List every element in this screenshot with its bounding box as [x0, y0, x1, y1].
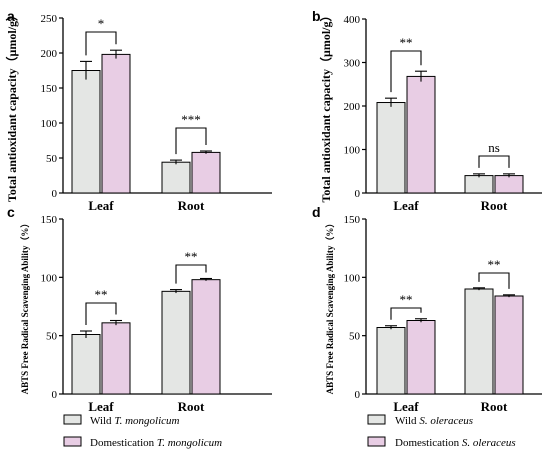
panel-letter-c: c: [7, 204, 15, 220]
legend-label-domestication: Domestication T. mongolicum: [90, 437, 222, 449]
x-category-label: Root: [481, 399, 508, 414]
x-category-label: Leaf: [393, 198, 419, 213]
x-category-label: Leaf: [88, 399, 114, 414]
y-tick-label: 400: [344, 14, 361, 26]
legend-label-wild-species: S. oleraceus: [419, 415, 473, 427]
significance-label: *: [98, 16, 105, 31]
bar-leaf-domestication: [406, 320, 436, 395]
bar-root-wild: [161, 290, 191, 395]
legend-swatch-domestication: [63, 436, 82, 447]
bar-leaf-domestication: [406, 75, 436, 194]
chart-panel-b: 0 100 200 300 400 Total antioxidant capacity（…: [318, 9, 542, 213]
significance-label: ***: [181, 112, 201, 127]
y-tick-label: 50: [349, 331, 361, 343]
y-tick-label: 150: [41, 214, 58, 226]
legend-label-domestication-species: T. mongolicum: [157, 437, 222, 449]
x-category-label: Root: [481, 198, 508, 213]
y-axis-label: ABTS Free Radical Scavenging Ability（%）: [20, 219, 30, 395]
x-category-label: Leaf: [393, 399, 419, 414]
legend-label-wild: Wild T. mongolicum: [90, 415, 180, 427]
legend-swatch-wild: [367, 414, 386, 425]
legend-label-domestication-prefix: Domestication: [90, 437, 157, 449]
y-tick-label: 250: [41, 13, 58, 25]
y-axis-label: Total antioxidant capacity（μmol/g）: [318, 9, 333, 202]
legend-swatch-domestication: [367, 436, 386, 447]
bar-leaf-wild: [376, 102, 406, 194]
bar-root-wild: [464, 175, 494, 194]
y-tick-label: 0: [52, 389, 58, 401]
panel-letter-d: d: [312, 204, 321, 220]
significance-bracket: [478, 155, 510, 168]
significance-label: **: [488, 257, 501, 272]
y-axis-label: Total antioxidant capacity（μmol/g）: [4, 9, 19, 202]
bar-root-domestication: [191, 151, 221, 194]
y-tick-label: 50: [46, 153, 58, 165]
significance-bracket: [390, 307, 422, 320]
bar-root-wild: [464, 288, 494, 395]
significance-label: ns: [488, 140, 500, 155]
y-tick-label: 150: [41, 83, 58, 95]
legend-label-wild: Wild S. oleraceus: [395, 415, 473, 427]
bar-root-domestication: [494, 295, 524, 395]
significance-bracket: [85, 302, 117, 325]
significance-label: **: [400, 292, 413, 307]
significance-label: **: [185, 249, 198, 264]
bar-leaf-wild: [71, 334, 101, 395]
legend-label-domestication-prefix: Domestication: [395, 437, 462, 449]
bar-leaf-wild: [71, 70, 101, 194]
y-tick-label: 0: [52, 188, 58, 200]
significance-bracket: [175, 264, 207, 284]
significance-label: **: [95, 287, 108, 302]
bar-leaf-wild: [376, 327, 406, 395]
bar-leaf-domestication: [101, 53, 131, 194]
legend-left: Wild T. mongolicum Domestication T. mong…: [63, 414, 222, 449]
legend-label-wild-species: T. mongolicum: [114, 415, 179, 427]
y-tick-label: 150: [344, 214, 361, 226]
legend-label-wild-prefix: Wild: [90, 415, 114, 427]
y-axis-label: ABTS Free Radical Scavenging Ability（%）: [325, 219, 335, 395]
y-tick-label: 200: [41, 48, 58, 60]
bar-root-wild: [161, 161, 191, 194]
x-category-label: Leaf: [88, 198, 114, 213]
significance-bracket: [85, 31, 117, 56]
y-tick-label: 200: [344, 101, 361, 113]
significance-bracket: [390, 50, 422, 93]
x-category-label: Root: [178, 198, 205, 213]
y-tick-label: 50: [46, 331, 58, 343]
panel-letter-b: b: [312, 8, 321, 24]
y-tick-label: 100: [41, 272, 58, 284]
significance-bracket: [175, 127, 207, 155]
bar-root-domestication: [191, 279, 221, 395]
y-tick-label: 100: [41, 118, 58, 130]
y-tick-label: 100: [344, 145, 361, 157]
chart-panel-a: 0 50 100 150 200 250 Total antioxidant capacit…: [4, 9, 272, 213]
legend-swatch-wild: [63, 414, 82, 425]
chart-panel-c: 0 50 100 150 ABTS Free Radical Scavenging Ab…: [20, 214, 272, 414]
y-tick-label: 0: [355, 188, 361, 200]
legend-label-wild-prefix: Wild: [395, 415, 419, 427]
y-tick-label: 300: [344, 58, 361, 70]
significance-label: **: [400, 35, 413, 50]
legend-label-domestication: Domestication S. oleraceus: [395, 437, 516, 449]
x-category-label: Root: [178, 399, 205, 414]
panel-letter-a: a: [7, 8, 15, 24]
legend-label-domestication-species: S. oleraceus: [462, 437, 516, 449]
chart-panel-d: 0 50 100 150 ABTS Free Radical Scavenging Ab…: [325, 214, 542, 414]
bar-root-domestication: [494, 175, 524, 194]
legend-right: Wild S. oleraceus Domestication S. olera…: [367, 414, 516, 449]
significance-bracket: [478, 272, 510, 289]
y-tick-label: 0: [355, 389, 361, 401]
bar-leaf-domestication: [101, 322, 131, 395]
y-tick-label: 100: [344, 272, 361, 284]
